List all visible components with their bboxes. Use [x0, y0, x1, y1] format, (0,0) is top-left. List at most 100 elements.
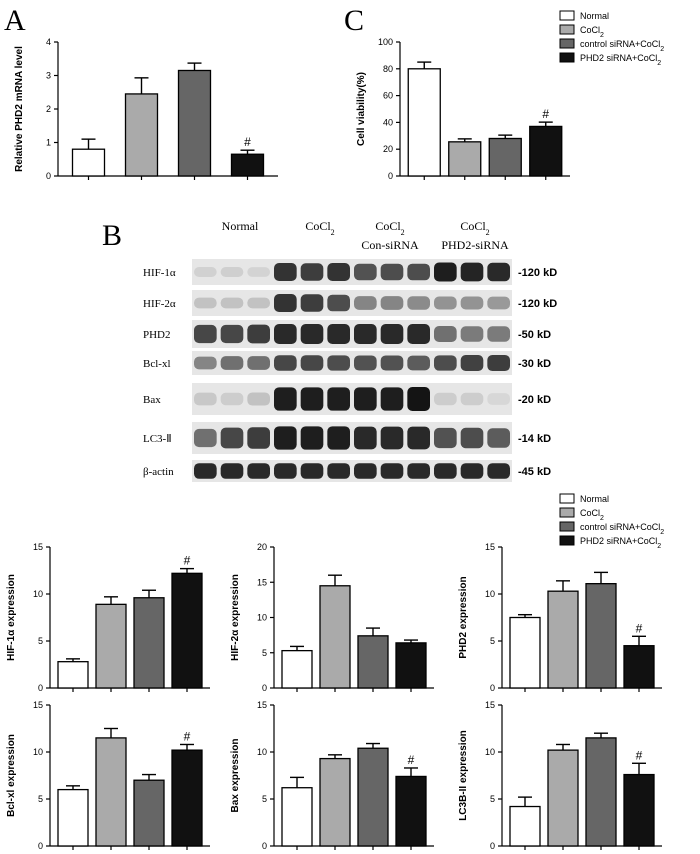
legend-label: Normal: [580, 494, 609, 504]
blot-band: [300, 463, 324, 479]
blot-band: [380, 296, 404, 310]
blot-strip: [192, 290, 512, 316]
y-tick-label: 3: [46, 71, 51, 81]
blot-group-label: CoCl2: [460, 219, 489, 237]
blot-row-label: LC3-Ⅱ: [143, 433, 172, 445]
bar: [357, 635, 389, 689]
chart-hif1a-expression: 0 5 10 15 HIF-1α expression #: [6, 542, 210, 693]
blot-band: [247, 392, 270, 406]
y-tick-label: 0: [46, 171, 51, 181]
blot-band: [274, 463, 297, 479]
blot-band: [434, 296, 457, 310]
blot-band: [274, 355, 297, 371]
blot-band: [327, 426, 350, 450]
blot-band: [407, 387, 430, 411]
blot-band: [380, 426, 404, 450]
bar: [124, 93, 159, 177]
blot-kd-label: -50 kD: [518, 329, 551, 341]
blot-band: [194, 463, 217, 479]
y-tick-label: 15: [257, 700, 267, 710]
y-tick-label: 15: [485, 542, 495, 552]
blot-band: [247, 267, 270, 277]
y-tick-label: 0: [490, 841, 495, 851]
blot-band: [220, 297, 244, 309]
blot-band: [407, 463, 430, 479]
blot-band: [380, 263, 404, 281]
chart-lc3bii-expression: 0 5 10 15 LC3B-II expression #: [458, 700, 662, 851]
y-tick-label: 1: [46, 138, 51, 148]
bar: [547, 749, 579, 847]
y-tick-label: 60: [383, 91, 393, 101]
blot-group-sublabel: Con-siRNA: [361, 238, 419, 252]
y-tick-label: 10: [485, 589, 495, 599]
blot-kd-label: -20 kD: [518, 394, 551, 406]
blot-band: [194, 324, 217, 344]
bar: [95, 603, 127, 689]
y-axis-label: Cell viability(%): [356, 72, 367, 146]
blot-group-label: Normal: [222, 219, 259, 233]
y-tick-label: 0: [262, 841, 267, 851]
bar: [585, 583, 617, 689]
blot-band: [487, 354, 510, 372]
significance-marker: #: [184, 729, 191, 743]
chart-bax-expression: 0 5 10 15 Bax expression #: [230, 700, 434, 851]
blot-band: [460, 262, 484, 282]
bar: [585, 737, 617, 847]
blot-band: [247, 356, 270, 370]
bar: [133, 597, 165, 689]
blot-band: [434, 262, 457, 282]
blot-kd-label: -120 kD: [518, 267, 557, 279]
bar: [407, 68, 441, 177]
bar: [57, 788, 89, 847]
legend-swatch: [559, 535, 575, 546]
blot-band: [247, 463, 270, 479]
y-axis-label: PHD2 expression: [458, 576, 469, 658]
chart-hif2a-expression: 0 5 10 15 20 HIF-2α expression: [230, 542, 434, 693]
blot-band: [487, 393, 510, 405]
legend-swatch: [559, 38, 575, 49]
y-tick-label: 15: [257, 577, 267, 587]
bar: [529, 125, 563, 177]
blot-kd-label: -30 kD: [518, 358, 551, 370]
chart-cell-viability: 0 20 40 60 80 100 Cell viability(%) #: [356, 37, 570, 181]
blot-band: [434, 427, 457, 449]
blot-band: [380, 355, 404, 371]
bar: [281, 787, 313, 847]
y-tick-label: 0: [388, 171, 393, 181]
blot-band: [487, 428, 510, 448]
blot-kd-label: -120 kD: [518, 298, 557, 310]
bar: [133, 779, 165, 847]
blot-band: [194, 297, 217, 309]
blot-band: [460, 296, 484, 310]
panel-label-c: C: [344, 4, 364, 37]
blot-band: [460, 463, 484, 479]
blot-band: [407, 355, 430, 371]
panel-label-a: A: [4, 4, 26, 37]
blot-band: [300, 263, 324, 281]
y-axis-label: Bcl-xl expression: [6, 734, 17, 817]
bar: [623, 773, 655, 847]
y-tick-label: 10: [257, 613, 267, 623]
blot-band: [354, 324, 377, 344]
significance-marker: #: [542, 107, 549, 121]
bar: [395, 775, 427, 847]
bar: [281, 649, 313, 689]
legend-label: PHD2 siRNA+CoCl2: [580, 536, 661, 550]
blot-band: [487, 463, 510, 479]
y-axis-label: LC3B-II expression: [458, 730, 469, 821]
y-tick-label: 10: [33, 589, 43, 599]
chart-phd2-mrna: 0 1 2 3 4 Relative PHD2 mRNA level #: [14, 37, 278, 181]
blot-band: [380, 387, 404, 411]
blot-group-label: CoCl2: [375, 219, 404, 237]
blot-row-label: Bax: [143, 394, 161, 406]
blot-band: [194, 356, 217, 370]
significance-marker: #: [244, 135, 251, 149]
bar: [95, 737, 127, 847]
y-tick-label: 10: [33, 747, 43, 757]
y-tick-label: 80: [383, 64, 393, 74]
blot-band: [487, 262, 510, 282]
legend-swatch: [559, 24, 575, 35]
significance-marker: #: [408, 753, 415, 767]
